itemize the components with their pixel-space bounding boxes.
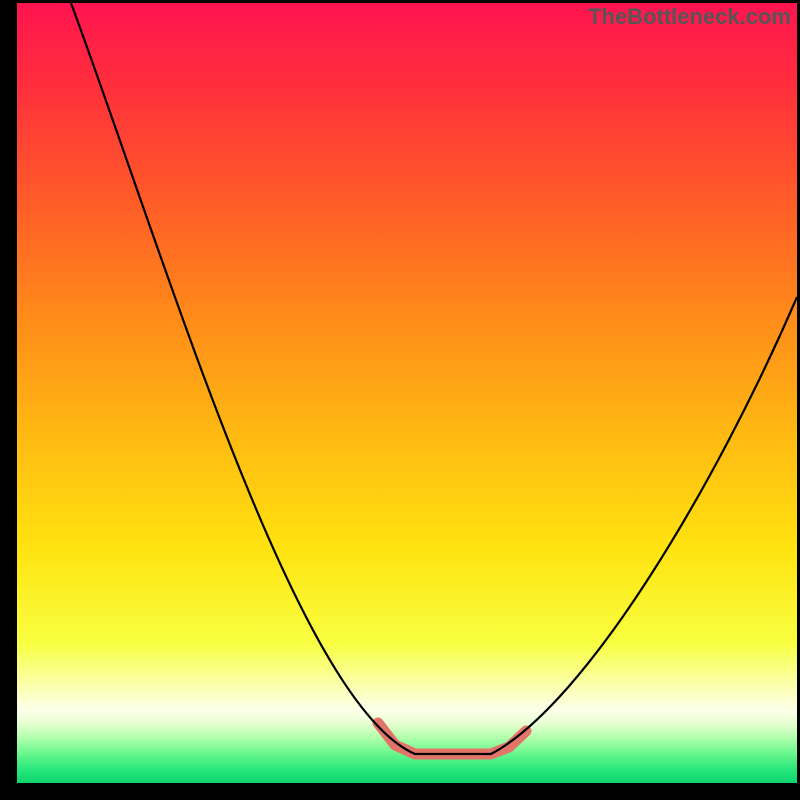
plot-background [17, 3, 797, 783]
plot-svg [17, 3, 797, 783]
frame-border-top [0, 0, 800, 3]
bottleneck-chart: TheBottleneck.com [0, 0, 800, 800]
frame-border-bottom [0, 783, 800, 800]
frame-border-left [0, 0, 17, 800]
watermark-text: TheBottleneck.com [588, 4, 791, 30]
